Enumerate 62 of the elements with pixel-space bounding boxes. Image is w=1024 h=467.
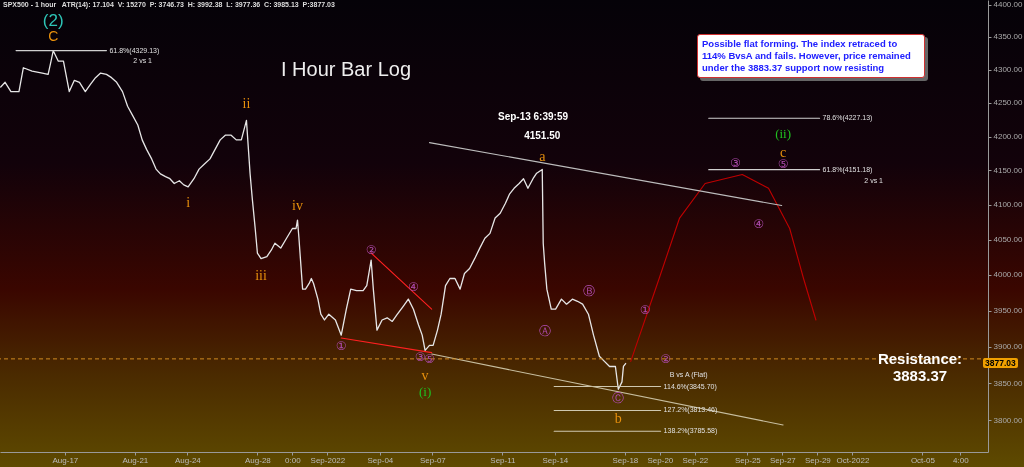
x-tick-label: 4:00 xyxy=(953,455,970,465)
annotation: a xyxy=(539,149,547,165)
annotation: ④ xyxy=(408,280,419,295)
annotation: ⑤ xyxy=(424,352,435,367)
y-tick-label: 4150.00 xyxy=(993,165,1023,175)
annotation: Sep-13 6:39:59 xyxy=(497,111,569,122)
annotation: ② xyxy=(660,351,672,366)
y-tick-label: 3900.00 xyxy=(993,342,1023,352)
x-tick-label: Oct-05 xyxy=(910,455,936,465)
x-tick-label: Aug-17 xyxy=(52,455,79,465)
x-tick-label: Sep-22 xyxy=(682,455,709,465)
x-tick-label: Sep-18 xyxy=(612,455,639,465)
x-tick-label: Sep-07 xyxy=(419,455,447,465)
x-tick-label: Sep-20 xyxy=(647,455,674,465)
text: I Hour Bar Log xyxy=(281,58,412,81)
y-tick-label: 3800.00 xyxy=(993,415,1023,425)
y-tick-label: 4200.00 xyxy=(993,132,1023,141)
y-tick-label: 3950.00 xyxy=(993,306,1023,316)
x-tick-label: Sep-25 xyxy=(734,455,762,465)
annotation: Ⓒ xyxy=(612,391,625,406)
x-tick-label: Oct-2022 xyxy=(836,455,870,465)
x-tick-label: Sep-27 xyxy=(769,455,797,465)
annotation: ii xyxy=(242,96,251,112)
x-tick-label: Sep-2022 xyxy=(310,455,346,465)
y-tick-label: 4250.00 xyxy=(993,98,1023,108)
annotation: i xyxy=(186,194,191,210)
y-tick-label: 3850.00 xyxy=(993,378,1023,388)
x-tick-label: Sep-29 xyxy=(804,455,832,465)
x-tick-label: Sep-04 xyxy=(367,455,394,465)
annotation: ① xyxy=(335,339,347,354)
annotation: 4151.50 xyxy=(524,130,561,142)
annotation: iii xyxy=(255,267,267,283)
y-tick-label: 4350.00 xyxy=(993,32,1023,42)
annotation: ③ xyxy=(729,155,741,170)
annotation: v xyxy=(421,368,429,384)
x-tick-label: Sep-11 xyxy=(490,455,517,465)
ref-line-label: Resistance: 3883.37 xyxy=(877,349,963,384)
annotation: b xyxy=(614,411,622,427)
annotation: ① xyxy=(639,303,651,318)
y-tick-label: 4050.00 xyxy=(993,235,1023,245)
annotation: (ii) xyxy=(775,125,792,141)
annotation: iv xyxy=(292,198,303,214)
annotation: ③ xyxy=(414,350,426,365)
x-tick-label: Sep-14 xyxy=(542,455,569,465)
x-tick-label: Aug-21 xyxy=(122,455,149,465)
annotation: ④ xyxy=(753,217,764,232)
annotation: Ⓐ xyxy=(538,324,551,339)
annotation: Ⓑ xyxy=(582,284,595,299)
y-tick-label: 4000.00 xyxy=(993,270,1023,280)
annotation: (2) xyxy=(42,10,64,30)
annotation: C xyxy=(48,27,59,44)
annotation: (i) xyxy=(418,384,432,400)
x-tick-label: Aug-28 xyxy=(244,455,272,465)
annotation: Possible flat forming. The index retraced to 114% BvsA and fails. However, price remained under the 3883.37 support now resisting xyxy=(697,34,925,78)
x-tick-label: 0:00 xyxy=(285,455,302,465)
y-tick-label: 4400.00 xyxy=(993,0,1023,10)
line-series xyxy=(630,174,817,362)
annotation: 3877.03 xyxy=(983,358,1018,368)
y-tick-label: 4300.00 xyxy=(993,65,1023,75)
annotation: ② xyxy=(365,243,377,258)
y-tick-label: 4100.00 xyxy=(993,200,1023,210)
x-tick-label: Aug-24 xyxy=(174,455,202,465)
